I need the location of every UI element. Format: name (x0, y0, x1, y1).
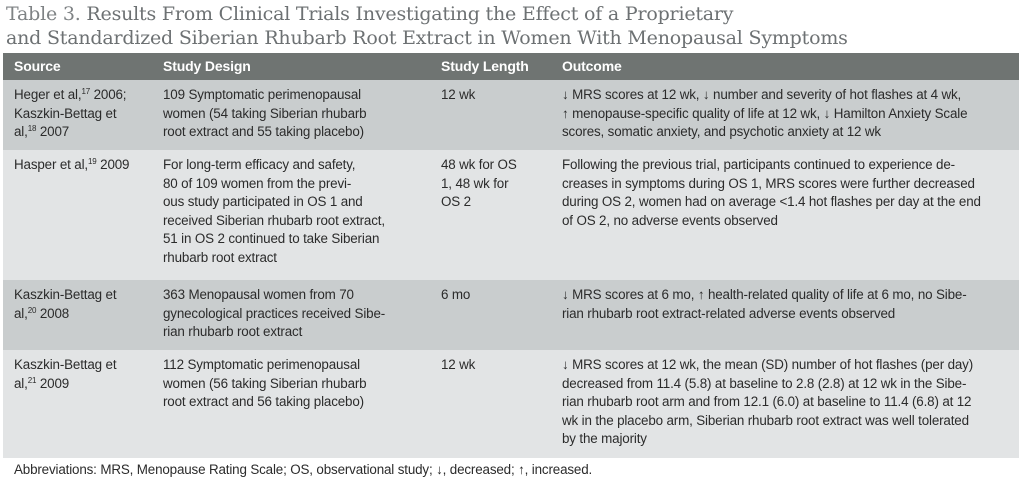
outcome-line: ↓ MRS scores at 6 mo, ↑ health-related q… (562, 287, 967, 302)
source-text: 2008 (36, 305, 70, 321)
column-header-study-length: Study Length (441, 58, 529, 74)
table-title: Table 3. Results From Clinical Trials In… (6, 2, 848, 50)
table-row: Hasper et al,19 2009 For long-term effic… (3, 150, 1019, 280)
length-line: 1, 48 wk for (441, 175, 509, 191)
outcome-line: wk in the placebo arm, Siberian rhubarb … (562, 412, 969, 428)
reference-number: 19 (87, 157, 97, 166)
design-line: rian rhubarb root extract (163, 324, 303, 340)
outcome-line: by the majority (562, 431, 647, 447)
table-header-row: Source Study Design Study Length Outcome (3, 53, 1019, 80)
design-line: 363 Menopausal women from 70 (163, 287, 354, 302)
outcome-line: rian rhubarb root extract-related advers… (562, 305, 896, 321)
outcome-line: decreased from 11.4 (5.8) at baseline to… (562, 375, 967, 391)
reference-number: 20 (27, 305, 37, 315)
outcome-line: rian rhubarb root arm and from 12.1 (6.0… (562, 394, 972, 410)
outcome-line: of OS 2, no adverse events observed (562, 212, 778, 228)
table-row: Kaszkin-Bettag et al,21 2009 112 Symptom… (3, 350, 1019, 458)
study-length-cell: 6 mo (441, 280, 562, 350)
table-row: Kaszkin-Bettag et al,20 2008 363 Menopau… (3, 280, 1019, 350)
source-line: Kaszkin-Bettag et (14, 105, 117, 121)
source-text: Hasper et al, (14, 157, 88, 172)
design-line: For long-term efficacy and safety, (163, 157, 356, 172)
outcome-cell: Following the previous trial, participan… (562, 150, 1019, 280)
outcome-line: creases in symptoms during OS 1, MRS sco… (562, 175, 975, 191)
study-length-cell: 12 wk (441, 80, 562, 150)
design-line: 109 Symptomatic perimenopausal (163, 87, 361, 102)
reference-number: 21 (27, 375, 37, 385)
source-cell: Hasper et al,19 2009 (3, 150, 163, 280)
design-line: 51 in OS 2 continued to take Siberian (163, 231, 380, 247)
design-line: root extract and 56 taking placebo) (163, 394, 364, 410)
table-title-line-1: Table 3. Results From Clinical Trials In… (6, 2, 848, 26)
reference-number: 18 (27, 124, 37, 134)
source-cell: Kaszkin-Bettag et al,21 2009 (3, 350, 163, 458)
outcome-cell: ↓ MRS scores at 12 wk, the mean (SD) num… (562, 350, 1019, 458)
table-row: Heger et al,17 2006; Kaszkin-Bettag et a… (3, 80, 1019, 150)
study-design-cell: For long-term efficacy and safety, 80 of… (163, 150, 441, 280)
length-line: OS 2 (441, 194, 471, 210)
outcome-line: ↑ menopause-specific quality of life at … (562, 105, 968, 121)
design-line: 112 Symptomatic perimenopausal (163, 357, 360, 372)
outcome-line: Following the previous trial, participan… (562, 157, 955, 172)
study-design-cell: 109 Symptomatic perimenopausal women (54… (163, 80, 441, 150)
column-header-study-design: Study Design (163, 58, 251, 74)
table-label: Table 3. (6, 3, 81, 25)
outcome-line: ↓ MRS scores at 12 wk, ↓ number and seve… (562, 87, 962, 102)
design-line: women (54 taking Siberian rhubarb (163, 105, 367, 121)
table-title-line-2: and Standardized Siberian Rhubarb Root E… (6, 27, 848, 49)
outcome-cell: ↓ MRS scores at 12 wk, ↓ number and seve… (562, 80, 1019, 150)
source-text: 2009 (36, 375, 70, 391)
source-cell: Heger et al,17 2006; Kaszkin-Bettag et a… (3, 80, 163, 150)
length-line: 48 wk for OS (441, 157, 517, 172)
study-design-cell: 363 Menopausal women from 70 gynecologic… (163, 280, 441, 350)
source-text: al, (14, 375, 28, 391)
length-line: 6 mo (441, 287, 471, 302)
column-header-outcome: Outcome (562, 58, 622, 74)
design-line: received Siberian rhubarb root extract, (163, 212, 385, 228)
outcome-cell: ↓ MRS scores at 6 mo, ↑ health-related q… (562, 280, 1019, 350)
outcome-line: scores, somatic anxiety, and psychotic a… (562, 124, 881, 140)
reference-number: 17 (81, 87, 91, 96)
study-design-cell: 112 Symptomatic perimenopausal women (56… (163, 350, 441, 458)
source-text: al, (14, 124, 28, 140)
design-line: women (56 taking Siberian rhubarb (163, 375, 367, 391)
source-text: al, (14, 305, 28, 321)
source-line: al,20 2008 (14, 305, 163, 324)
source-line: Hasper et al,19 2009 (14, 156, 163, 175)
source-line: Kaszkin-Bettag et (14, 357, 117, 372)
outcome-line: during OS 2, women had on average <1.4 h… (562, 194, 981, 210)
source-cell: Kaszkin-Bettag et al,20 2008 (3, 280, 163, 350)
results-table: Source Study Design Study Length Outcome… (3, 53, 1019, 458)
source-text: Heger et al, (14, 87, 82, 102)
design-line: gynecological practices received Sibe- (163, 305, 386, 321)
table-footnote: Abbreviations: MRS, Menopause Rating Sca… (14, 462, 593, 477)
source-line: al,21 2009 (14, 375, 163, 394)
length-line: 12 wk (441, 357, 476, 372)
source-text: 2006; (90, 87, 127, 102)
length-line: 12 wk (441, 87, 476, 102)
column-header-source: Source (14, 58, 61, 74)
source-line: Heger et al,17 2006; (14, 86, 163, 105)
design-line: rhubarb root extract (163, 249, 277, 265)
design-line: 80 of 109 women from the previ- (163, 175, 352, 191)
source-text: 2009 (96, 157, 130, 172)
source-text: 2007 (36, 124, 70, 140)
outcome-line: ↓ MRS scores at 12 wk, the mean (SD) num… (562, 357, 974, 372)
design-line: ous study participated in OS 1 and (163, 194, 363, 210)
design-line: root extract and 55 taking placebo) (163, 124, 364, 140)
study-length-cell: 48 wk for OS 1, 48 wk for OS 2 (441, 150, 562, 280)
source-line: al,18 2007 (14, 123, 163, 142)
source-line: Kaszkin-Bettag et (14, 287, 117, 302)
study-length-cell: 12 wk (441, 350, 562, 458)
title-text-1: Results From Clinical Trials Investigati… (86, 3, 734, 25)
